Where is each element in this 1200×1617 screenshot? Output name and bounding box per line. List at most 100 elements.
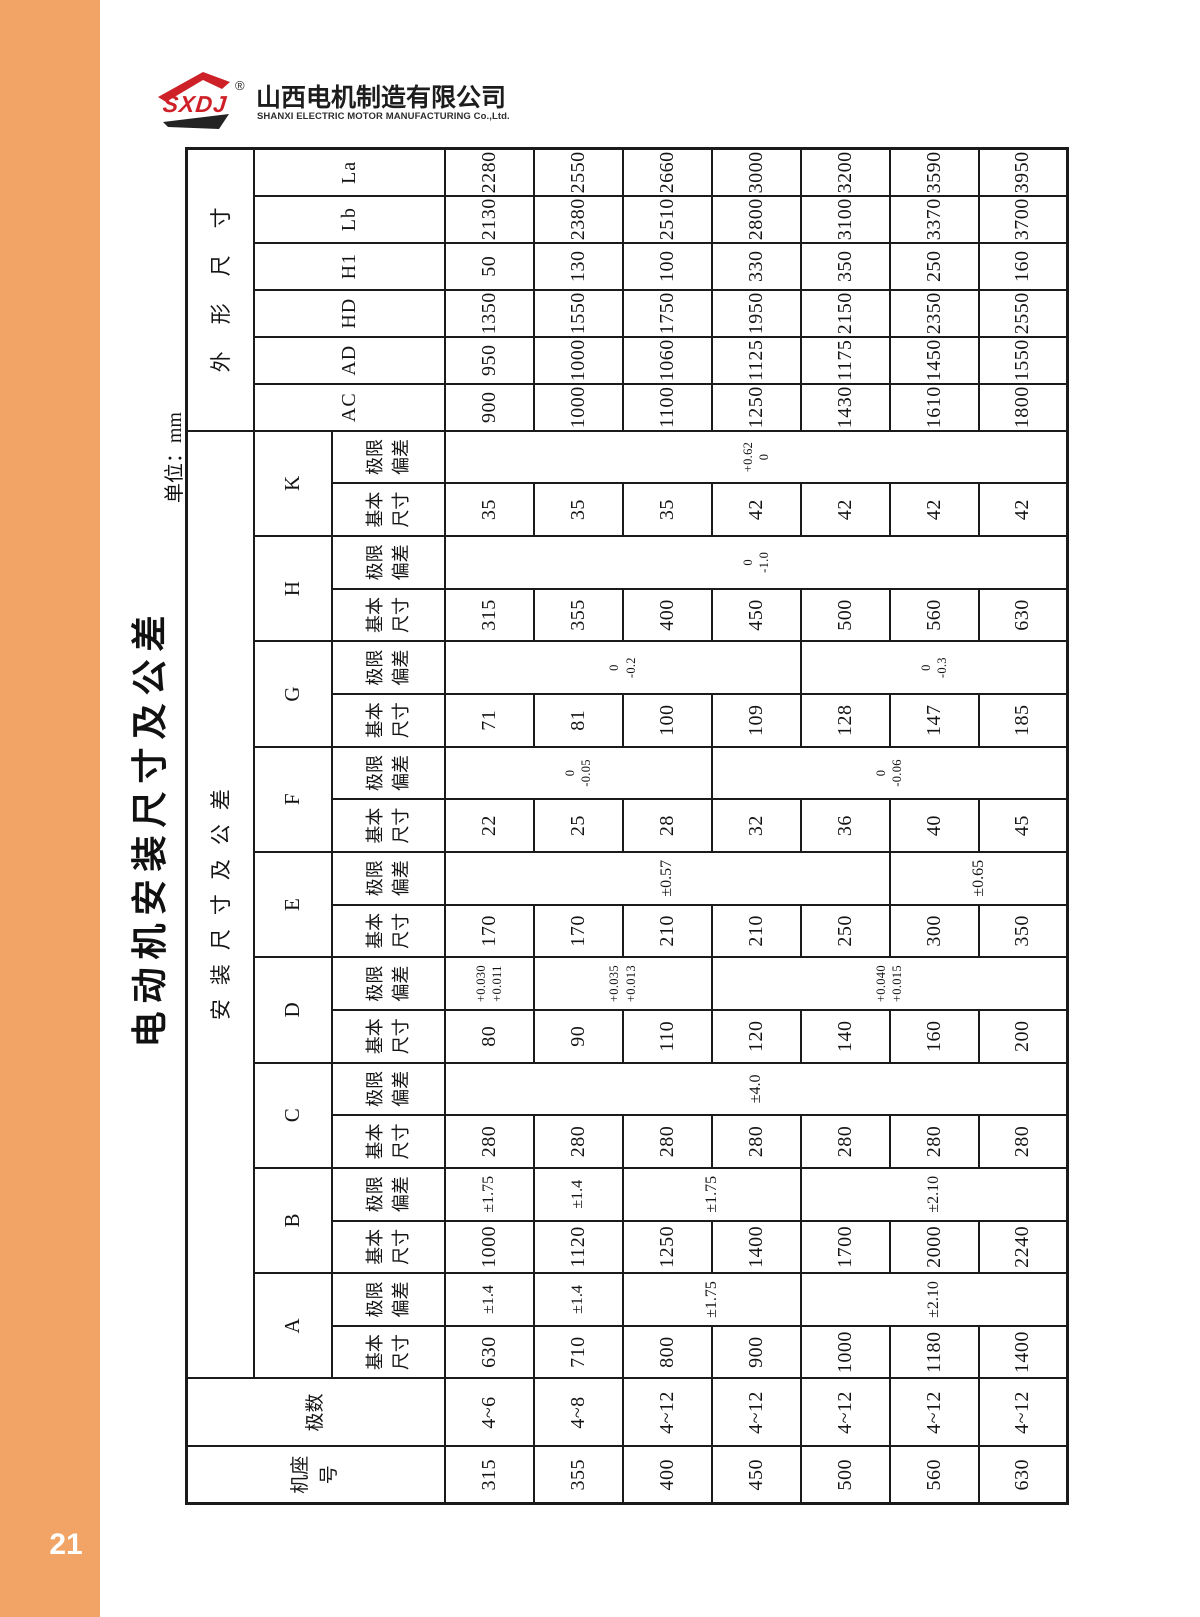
cell-B-basic-630: 2240 bbox=[978, 1220, 1068, 1274]
cell-Lb-560: 3370 bbox=[889, 195, 979, 243]
rotated-table-area: 电动机安装尺寸及公差 单位：mm 机座号 极数 安装尺寸及公差 外形尺寸 A B C D E F G… bbox=[121, 147, 1069, 1505]
cell-E-basic-400: 210 bbox=[622, 904, 712, 958]
company-name-cn: 山西电机制造有限公司 bbox=[256, 84, 507, 112]
logo-sxdj-text: SXDJ bbox=[161, 91, 229, 117]
cell-AD-560: 1450 bbox=[889, 336, 979, 384]
header-dim-Lb: Lb bbox=[253, 195, 445, 243]
cell-D-basic-315: 80 bbox=[444, 1009, 534, 1063]
cell-Lb-315: 2130 bbox=[444, 195, 534, 243]
cell-D-dev-315: +0.030 +0.011 bbox=[444, 957, 534, 1010]
cell-H-basic-450: 450 bbox=[711, 588, 801, 642]
cell-poles-630: 4~12 bbox=[978, 1378, 1068, 1447]
tolerance-line: ±1.4 bbox=[480, 1285, 498, 1314]
cell-La-400: 2660 bbox=[622, 148, 712, 196]
table-row: A B C D E F G H K AC AD HD H1 Lb La bbox=[253, 148, 445, 1504]
header-D-basic: 基本尺寸 bbox=[331, 1009, 445, 1063]
header-dim-D: D bbox=[253, 957, 332, 1063]
cell-poles-560: 4~12 bbox=[889, 1378, 979, 1447]
cell-C-basic-500: 280 bbox=[800, 1115, 890, 1168]
cell-A-basic-355: 710 bbox=[533, 1325, 623, 1379]
cell-C-basic-450: 280 bbox=[711, 1115, 801, 1168]
cell-D-dev-355: +0.035 +0.013 bbox=[533, 957, 712, 1010]
cell-D-basic-355: 90 bbox=[533, 1009, 623, 1063]
cell-C-basic-355: 280 bbox=[533, 1115, 623, 1168]
cell-G-basic-500: 128 bbox=[800, 693, 890, 747]
cell-A-basic-315: 630 bbox=[444, 1325, 534, 1379]
cell-AC-355: 1000 bbox=[533, 383, 623, 431]
tolerance-line: +0.011 bbox=[490, 965, 504, 1002]
cell-AC-560: 1610 bbox=[889, 383, 979, 431]
cell-A-basic-630: 1400 bbox=[978, 1325, 1068, 1379]
cell-E-basic-630: 350 bbox=[978, 904, 1068, 958]
table-row: 315 4~6 630 ±1.4 1000 ±1.75 280 ±4.0 80 +0.030 +0.… bbox=[444, 148, 1068, 1504]
cell-H-basic-400: 400 bbox=[622, 588, 712, 642]
cell-B-basic-500: 1700 bbox=[800, 1220, 890, 1274]
tolerance-line: ±1.4 bbox=[569, 1179, 587, 1209]
tolerance-line: -0.3 bbox=[934, 657, 949, 679]
header-G-dev: 极限偏差 bbox=[331, 641, 445, 694]
cell-La-560: 3590 bbox=[889, 148, 979, 196]
table-body: 机座号 极数 安装尺寸及公差 外形尺寸 A B C D E F G H K AC AD HD H1 Lb La 基本尺… bbox=[186, 148, 1068, 1504]
cell-G-basic-315: 71 bbox=[444, 693, 534, 747]
cell-poles-355: 4~8 bbox=[533, 1378, 623, 1447]
cell-D-basic-400: 110 bbox=[622, 1009, 712, 1063]
header-E-basic: 基本尺寸 bbox=[331, 904, 445, 958]
cell-B-basic-400: 1250 bbox=[622, 1220, 712, 1274]
cell-C-basic-630: 280 bbox=[978, 1115, 1068, 1168]
header-poles: 极数 bbox=[186, 1378, 445, 1447]
cell-frame-450: 450 bbox=[711, 1446, 801, 1504]
cell-H1-355: 130 bbox=[533, 242, 623, 290]
header-B-basic: 基本尺寸 bbox=[331, 1220, 445, 1274]
tolerance-line: ±4.0 bbox=[747, 1074, 765, 1104]
cell-F-basic-355: 25 bbox=[533, 799, 623, 852]
header-D-dev: 极限偏差 bbox=[331, 957, 445, 1010]
cell-AC-400: 1100 bbox=[622, 383, 712, 431]
cell-H-basic-315: 315 bbox=[444, 588, 534, 642]
cell-F-basic-500: 36 bbox=[800, 799, 890, 852]
cell-D-dev-450: +0.040 +0.015 bbox=[711, 957, 1068, 1010]
cell-B-basic-560: 2000 bbox=[889, 1220, 979, 1274]
cell-G-basic-400: 100 bbox=[622, 693, 712, 747]
cell-K-basic-500: 42 bbox=[800, 483, 890, 536]
cell-Lb-500: 3100 bbox=[800, 195, 890, 243]
cell-E-basic-355: 170 bbox=[533, 904, 623, 958]
cell-H-dev-315: 0 -1.0 bbox=[444, 536, 1068, 589]
cell-B-dev-500: ±2.10 bbox=[800, 1167, 1068, 1221]
cell-Lb-355: 2380 bbox=[533, 195, 623, 243]
header-dim-B: B bbox=[253, 1167, 332, 1274]
company-name-en: SHANXI ELECTRIC MOTOR MANUFACTURING Co.,… bbox=[257, 111, 510, 122]
cell-HD-315: 1350 bbox=[444, 289, 534, 337]
logo-roof-shape bbox=[158, 72, 230, 102]
header-group-install: 安装尺寸及公差 bbox=[186, 430, 254, 1379]
tolerance-line: +0.013 bbox=[623, 965, 638, 1003]
tolerance-line: +0.035 bbox=[607, 965, 622, 1003]
header-G-basic: 基本尺寸 bbox=[331, 693, 445, 747]
cell-AC-315: 900 bbox=[444, 383, 534, 431]
cell-frame-315: 315 bbox=[444, 1446, 534, 1504]
cell-F-dev-315: 0 -0.05 bbox=[444, 746, 712, 800]
tolerance-line: ±1.75 bbox=[702, 1175, 720, 1213]
tolerance-line: +0.040 bbox=[874, 965, 888, 1003]
cell-HD-400: 1750 bbox=[622, 289, 712, 337]
header-H-basic: 基本尺寸 bbox=[331, 588, 445, 642]
cell-G-basic-560: 147 bbox=[889, 693, 979, 747]
cell-H1-315: 50 bbox=[444, 242, 534, 290]
cell-La-315: 2280 bbox=[444, 148, 534, 196]
cell-poles-500: 4~12 bbox=[800, 1378, 890, 1447]
header-dim-La: La bbox=[253, 148, 445, 196]
cell-A-basic-400: 800 bbox=[622, 1325, 712, 1379]
cell-A-dev-355: ±1.4 bbox=[533, 1273, 623, 1326]
header-dim-E: E bbox=[253, 851, 332, 958]
tolerance-line: ±1.75 bbox=[702, 1281, 720, 1318]
cell-G-dev-315: 0 -0.2 bbox=[444, 641, 801, 694]
cell-AC-630: 1800 bbox=[978, 383, 1068, 431]
cell-A-dev-315: ±1.4 bbox=[444, 1273, 534, 1326]
tolerance-line: 0 bbox=[740, 559, 755, 566]
cell-K-dev-315: +0.62 0 bbox=[444, 430, 1068, 484]
table-row: 400 4~12 800 ±1.75 1250 ±1.75 280 110 210 28 100 40… bbox=[622, 148, 801, 1504]
cell-D-basic-450: 120 bbox=[711, 1009, 801, 1063]
cell-D-basic-560: 160 bbox=[889, 1009, 979, 1063]
cell-H-basic-630: 630 bbox=[978, 588, 1068, 642]
table-row: 机座号 极数 安装尺寸及公差 外形尺寸 bbox=[186, 148, 445, 1504]
